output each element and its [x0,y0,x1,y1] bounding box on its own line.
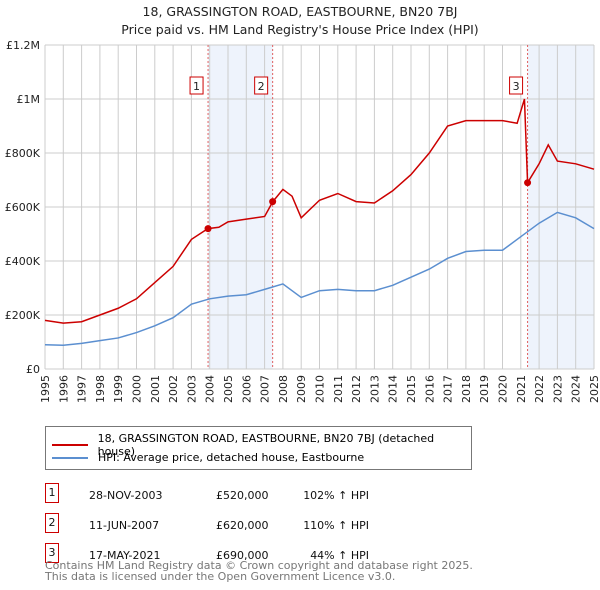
x-tick-label: 2018 [460,375,473,403]
chart-subtitle: Price paid vs. HM Land Registry's House … [121,22,479,37]
x-tick-label: 2012 [350,375,363,403]
legend-swatch-hpi [52,456,88,459]
x-tick-label: 2010 [314,375,327,403]
series-line [44,98,595,324]
y-tick-label: £1.2M [6,39,40,52]
x-tick-label: 1997 [76,375,89,403]
sale-date: 17-MAY-2021 [89,549,161,562]
x-tick-label: 1995 [39,375,52,403]
x-tick-label: 2004 [204,375,217,403]
sale-hpi-change: 110% ↑ HPI [303,519,369,532]
y-tick-label: £800K [5,147,41,160]
sale-marker-box [189,76,204,95]
sale-marker-box [254,76,269,95]
legend-swatch-property [52,444,88,446]
x-tick-label: 2025 [588,375,600,403]
x-tick-label: 2006 [240,375,253,403]
x-tick-label: 2022 [533,375,546,403]
y-tick-label: £200K [5,309,41,322]
x-tick-label: 2001 [149,375,162,403]
sale-price: £690,000 [216,549,269,562]
footer-line-1: Contains HM Land Registry data © Crown c… [45,559,473,572]
legend-label-hpi: HPI: Average price, detached house, East… [98,451,365,464]
x-tick-label: 2011 [332,375,345,403]
sale-number-badge: 1 [45,483,59,503]
sale-hpi-change: 44% ↑ HPI [310,549,369,562]
y-tick-label: £0 [26,363,40,376]
x-tick-label: 2019 [478,375,491,403]
chart-title: 18, GRASSINGTON ROAD, EASTBOURNE, BN20 7… [142,4,458,19]
series-line [44,211,595,346]
footer: Contains HM Land Registry data © Crown c… [45,560,473,582]
sale-point [269,198,277,206]
footer-line-2: This data is licensed under the Open Gov… [45,570,396,583]
y-tick-label: £600K [5,201,41,214]
sale-marker-label: 1 [193,80,200,93]
sale-number-badge: 2 [45,513,59,533]
legend-label-property: 18, GRASSINGTON ROAD, EASTBOURNE, BN20 7… [97,432,435,458]
sale-price: £520,000 [216,489,269,502]
sale-point [524,179,532,187]
x-tick-label: 1996 [57,375,70,403]
sale-date: 28-NOV-2003 [89,489,163,502]
sale-marker-label: 3 [513,80,520,93]
x-tick-label: 2017 [442,375,455,403]
x-tick-label: 2024 [570,375,583,403]
sale-price: £620,000 [216,519,269,532]
y-tick-label: £1M [17,93,41,106]
sale-number-badge: 3 [45,543,59,563]
sale-marker-box [509,76,524,95]
x-tick-label: 2013 [368,375,381,403]
x-tick-label: 2000 [131,375,144,403]
sale-date: 11-JUN-2007 [89,519,160,532]
x-tick-label: 2008 [277,375,290,403]
sale-point [204,225,212,233]
x-tick-label: 1998 [94,375,107,403]
plot-area: 1995 1996 1997 1998 1999 2000 2001 2002 2003 2004… [5,39,600,403]
x-tick-label: 2002 [167,375,180,403]
x-tick-label: 2007 [259,375,272,403]
x-tick-label: 2023 [551,375,564,403]
x-tick-label: 1999 [112,375,125,403]
x-tick-label: 2003 [185,375,198,403]
sale-marker-label: 2 [258,80,265,93]
x-tick-label: 2021 [515,375,528,403]
y-tick-label: £400K [5,255,41,268]
x-tick-label: 2020 [497,375,510,403]
x-tick-label: 2009 [295,375,308,403]
x-tick-label: 2016 [423,375,436,403]
legend: 18, GRASSINGTON ROAD, EASTBOURNE, BN20 7… [45,426,472,470]
sale-hpi-change: 102% ↑ HPI [303,489,369,502]
x-tick-label: 2005 [222,375,235,403]
x-tick-label: 2015 [405,375,418,403]
x-tick-label: 2014 [387,375,400,403]
